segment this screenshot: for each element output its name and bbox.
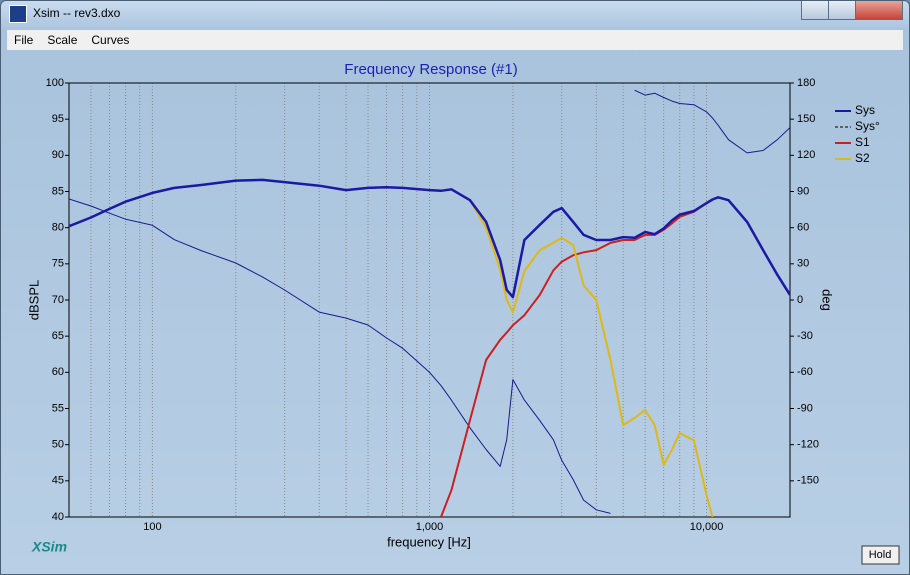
y2-tick-label: -150 bbox=[797, 475, 819, 487]
y-tick-label: 75 bbox=[52, 258, 64, 270]
y2-tick-label: -120 bbox=[797, 439, 819, 451]
legend-label: S2 bbox=[855, 151, 870, 165]
y-tick-label: 85 bbox=[52, 185, 64, 197]
close-button[interactable] bbox=[855, 1, 903, 20]
y2-axis-label: deg bbox=[820, 289, 835, 311]
y-tick-label: 100 bbox=[46, 77, 64, 89]
series-line bbox=[69, 178, 790, 299]
series-line bbox=[69, 89, 790, 514]
y-tick-label: 65 bbox=[52, 330, 64, 342]
y-tick-label: 90 bbox=[52, 149, 64, 161]
legend-label: Sys° bbox=[855, 119, 880, 133]
y2-tick-label: 120 bbox=[797, 149, 815, 161]
y-tick-label: 60 bbox=[52, 366, 64, 378]
legend-label: Sys bbox=[855, 103, 875, 117]
hold-button[interactable] bbox=[861, 545, 900, 565]
menu-item[interactable]: File bbox=[14, 33, 34, 47]
y-tick-label: 50 bbox=[52, 439, 64, 451]
y2-tick-label: 30 bbox=[797, 258, 809, 270]
y-tick-label: 45 bbox=[52, 475, 64, 487]
y2-tick-label: 90 bbox=[797, 185, 809, 197]
legend-label: S1 bbox=[855, 135, 870, 149]
app-icon bbox=[9, 5, 27, 23]
y-tick-label: 80 bbox=[52, 222, 64, 234]
menu-item[interactable]: Curves bbox=[91, 33, 130, 47]
window-title: Xsim -- rev3.dxo bbox=[33, 6, 121, 20]
y-tick-label: 55 bbox=[52, 402, 64, 414]
hold-button-label[interactable]: Hold bbox=[869, 549, 892, 561]
x-tick-label: 10,000 bbox=[690, 521, 724, 533]
y2-tick-label: -30 bbox=[797, 330, 813, 342]
brand-label: XSim bbox=[31, 539, 67, 555]
x-tick-label: 1,000 bbox=[416, 521, 444, 533]
y2-tick-label: 0 bbox=[797, 294, 803, 306]
title-bar: Xsim -- rev3.dxo bbox=[1, 1, 909, 27]
y2-tick-label: 60 bbox=[797, 222, 809, 234]
y-tick-label: 95 bbox=[52, 113, 64, 125]
x-tick-label: 100 bbox=[143, 521, 161, 533]
menu-item[interactable]: Scale bbox=[47, 33, 78, 47]
y2-tick-label: 180 bbox=[797, 77, 815, 89]
y-tick-label: 70 bbox=[52, 294, 64, 306]
y2-tick-label: -90 bbox=[797, 402, 813, 414]
y2-tick-label: 150 bbox=[797, 113, 815, 125]
y-axis-label: dBSPL bbox=[26, 280, 41, 320]
series-line bbox=[69, 178, 714, 517]
menu-bar: File Scale Curves bbox=[7, 30, 903, 50]
series-line bbox=[440, 196, 790, 517]
chart-title: Frequency Response (#1) bbox=[344, 61, 517, 78]
x-axis-label: frequency [Hz] bbox=[387, 534, 471, 549]
y-tick-label: 40 bbox=[52, 511, 64, 523]
y2-tick-label: -60 bbox=[797, 366, 813, 378]
